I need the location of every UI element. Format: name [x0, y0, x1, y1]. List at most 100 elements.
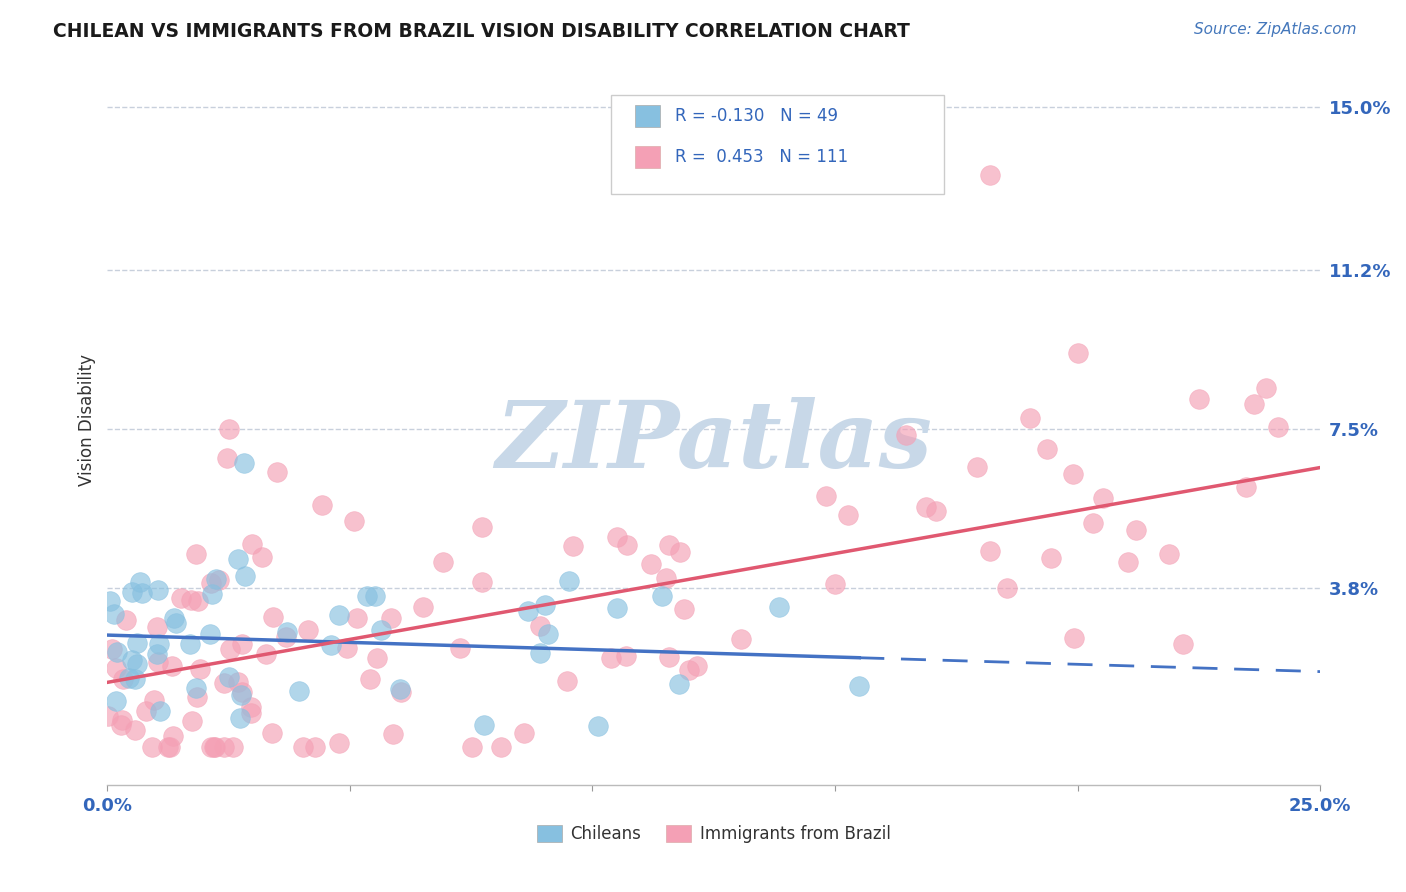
Text: ZIPatlas: ZIPatlas — [495, 397, 932, 487]
Bar — [636, 146, 661, 169]
Point — [190, 662, 212, 676]
Point — [461, 739, 484, 754]
Point — [537, 627, 560, 641]
Point — [250, 550, 273, 565]
Point — [121, 585, 143, 599]
Point — [100, 594, 122, 608]
Point — [561, 539, 583, 553]
Point — [162, 729, 184, 743]
Point — [105, 693, 128, 707]
Point — [118, 671, 141, 685]
Point — [616, 538, 638, 552]
Point — [1018, 411, 1040, 425]
Point — [105, 645, 128, 659]
Point — [614, 648, 637, 663]
Point — [204, 739, 226, 754]
Point — [141, 739, 163, 754]
Point — [730, 632, 752, 646]
Point — [966, 459, 988, 474]
Point — [471, 520, 494, 534]
Y-axis label: Vision Disability: Vision Disability — [79, 354, 96, 486]
Point — [125, 657, 148, 672]
Point — [215, 450, 238, 465]
Point — [1040, 550, 1063, 565]
Text: CHILEAN VS IMMIGRANTS FROM BRAZIL VISION DISABILITY CORRELATION CHART: CHILEAN VS IMMIGRANTS FROM BRAZIL VISION… — [53, 22, 910, 41]
Point — [163, 611, 186, 625]
Point — [471, 575, 494, 590]
Point — [111, 673, 134, 687]
Point — [262, 610, 284, 624]
Point — [346, 610, 368, 624]
Point — [218, 670, 240, 684]
Point — [291, 739, 314, 754]
Point — [669, 545, 692, 559]
Point — [489, 739, 512, 754]
Point — [226, 552, 249, 566]
Point — [517, 604, 540, 618]
Point — [231, 685, 253, 699]
Point — [924, 504, 946, 518]
Point — [328, 736, 350, 750]
Point — [240, 706, 263, 720]
Point — [1116, 555, 1139, 569]
Point — [198, 627, 221, 641]
Point — [233, 569, 256, 583]
Point — [328, 608, 350, 623]
Point — [200, 575, 222, 590]
Point — [1092, 491, 1115, 506]
Point — [131, 586, 153, 600]
Point — [356, 589, 378, 603]
Point — [212, 739, 235, 754]
FancyBboxPatch shape — [610, 95, 945, 194]
Point — [111, 713, 134, 727]
Point — [311, 498, 333, 512]
Point — [146, 647, 169, 661]
Point — [105, 661, 128, 675]
Point — [837, 508, 859, 522]
Point — [115, 613, 138, 627]
Point — [336, 641, 359, 656]
Point — [110, 717, 132, 731]
Point — [606, 530, 628, 544]
Point — [979, 544, 1001, 558]
Legend: Chileans, Immigrants from Brazil: Chileans, Immigrants from Brazil — [530, 819, 897, 850]
Point — [187, 593, 209, 607]
Text: Source: ZipAtlas.com: Source: ZipAtlas.com — [1194, 22, 1357, 37]
Point — [148, 637, 170, 651]
Point — [121, 652, 143, 666]
Point — [412, 599, 434, 614]
Bar — [636, 104, 661, 127]
Text: R = -0.130   N = 49: R = -0.130 N = 49 — [675, 107, 838, 125]
Point — [1173, 637, 1195, 651]
Point — [288, 684, 311, 698]
Point — [184, 681, 207, 696]
Point — [1256, 381, 1278, 395]
Point — [472, 717, 495, 731]
Point — [389, 682, 412, 697]
Point — [179, 637, 201, 651]
Point — [218, 641, 240, 656]
Point — [124, 673, 146, 687]
Point — [1267, 419, 1289, 434]
Point — [1036, 442, 1059, 456]
Text: R =  0.453   N = 111: R = 0.453 N = 111 — [675, 148, 848, 167]
Point — [1159, 547, 1181, 561]
Point — [558, 574, 581, 588]
Point — [304, 739, 326, 754]
Point — [668, 676, 690, 690]
Point — [228, 675, 250, 690]
Point — [606, 600, 628, 615]
Point — [599, 651, 621, 665]
Point — [214, 676, 236, 690]
Point — [160, 659, 183, 673]
Point — [124, 723, 146, 737]
Point — [768, 599, 790, 614]
Point — [240, 700, 263, 714]
Point — [276, 624, 298, 639]
Point — [231, 637, 253, 651]
Point — [240, 537, 263, 551]
Point — [157, 739, 180, 754]
Point — [370, 623, 392, 637]
Point — [165, 615, 187, 630]
Point — [180, 714, 202, 728]
